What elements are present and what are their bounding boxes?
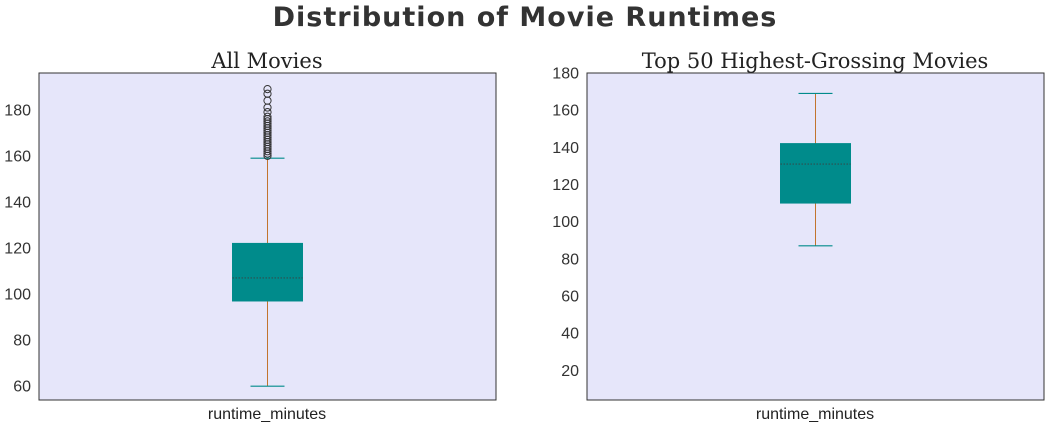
y-tick-label-all-movies: 160 xyxy=(4,148,31,165)
y-tick-label-all-movies: 80 xyxy=(13,333,31,350)
y-tick-label-all-movies: 140 xyxy=(4,194,31,211)
y-tick-label-all-movies: 100 xyxy=(4,287,31,304)
x-tick-label-top-50: runtime_minutes xyxy=(756,406,874,423)
y-tick-label-top-50: 100 xyxy=(552,214,579,231)
y-tick-label-all-movies: 120 xyxy=(4,241,31,258)
outlier-all-movies xyxy=(263,112,272,121)
outlier-all-movies xyxy=(263,108,272,117)
y-tick-label-top-50: 120 xyxy=(552,177,579,194)
y-tick-label-top-50: 20 xyxy=(561,363,579,380)
figure-suptitle: Distribution of Movie Runtimes xyxy=(273,2,778,33)
outlier-all-movies xyxy=(263,117,272,126)
box-all-movies xyxy=(232,242,303,302)
y-tick-label-top-50: 60 xyxy=(561,288,579,305)
panel-all-movies: All Movies runtime_minutes 60 80 100 120 140… xyxy=(4,49,497,423)
y-tick-label-all-movies: 60 xyxy=(13,379,31,396)
y-tick-label-top-50: 140 xyxy=(552,140,579,157)
y-tick-label-top-50: 80 xyxy=(561,251,579,268)
y-tick-label-all-movies: 180 xyxy=(4,102,31,119)
outlier-all-movies xyxy=(263,89,272,98)
y-tick-label-top-50: 180 xyxy=(552,66,579,83)
panel-title-top-50: Top 50 Highest-Grossing Movies xyxy=(642,49,989,73)
y-tick-label-top-50: 40 xyxy=(561,326,579,343)
x-tick-label-all-movies: runtime_minutes xyxy=(208,406,326,423)
box-top-50 xyxy=(780,143,851,204)
outlier-all-movies xyxy=(263,85,272,94)
panel-title-all-movies: All Movies xyxy=(210,49,322,73)
panel-top-50: Top 50 Highest-Grossing Movies runtime_m… xyxy=(552,49,1045,423)
y-tick-label-top-50: 160 xyxy=(552,103,579,120)
